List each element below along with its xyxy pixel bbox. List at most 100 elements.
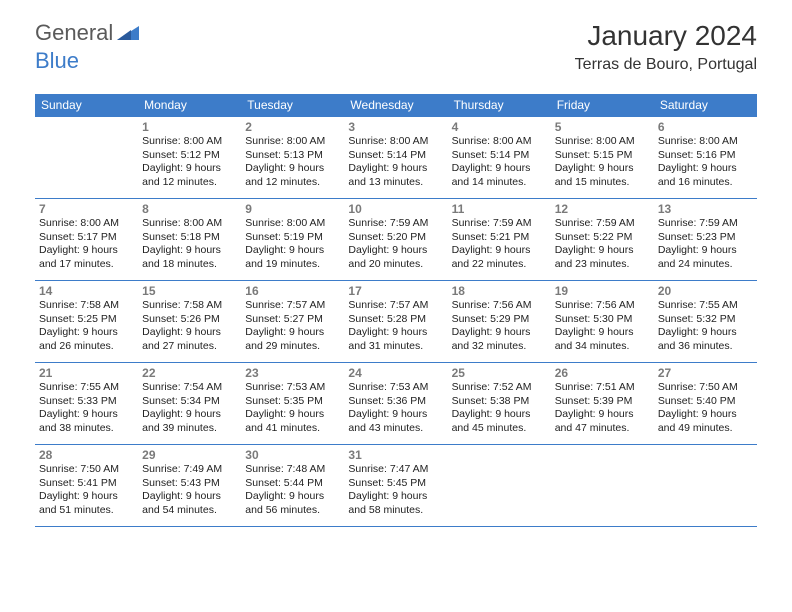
- location-subtitle: Terras de Bouro, Portugal: [575, 56, 757, 74]
- daylight-text-2: and 56 minutes.: [245, 504, 340, 518]
- sunrise-text: Sunrise: 7:47 AM: [348, 463, 443, 477]
- daylight-text-2: and 32 minutes.: [452, 340, 547, 354]
- sunrise-text: Sunrise: 7:57 AM: [245, 299, 340, 313]
- day-number: 12: [555, 202, 650, 216]
- day-info: Sunrise: 7:53 AMSunset: 5:35 PMDaylight:…: [245, 381, 340, 436]
- calendar-day-cell: 17Sunrise: 7:57 AMSunset: 5:28 PMDayligh…: [344, 281, 447, 363]
- sunrise-text: Sunrise: 7:50 AM: [658, 381, 753, 395]
- calendar-week-row: 14Sunrise: 7:58 AMSunset: 5:25 PMDayligh…: [35, 281, 757, 363]
- sunset-text: Sunset: 5:43 PM: [142, 477, 237, 491]
- daylight-text-1: Daylight: 9 hours: [245, 326, 340, 340]
- sunrise-text: Sunrise: 7:58 AM: [39, 299, 134, 313]
- sunset-text: Sunset: 5:29 PM: [452, 313, 547, 327]
- day-info: Sunrise: 7:55 AMSunset: 5:33 PMDaylight:…: [39, 381, 134, 436]
- sunset-text: Sunset: 5:20 PM: [348, 231, 443, 245]
- daylight-text-1: Daylight: 9 hours: [658, 244, 753, 258]
- daylight-text-2: and 26 minutes.: [39, 340, 134, 354]
- daylight-text-1: Daylight: 9 hours: [142, 244, 237, 258]
- daylight-text-1: Daylight: 9 hours: [39, 490, 134, 504]
- daylight-text-2: and 29 minutes.: [245, 340, 340, 354]
- day-info: Sunrise: 7:59 AMSunset: 5:23 PMDaylight:…: [658, 217, 753, 272]
- daylight-text-2: and 41 minutes.: [245, 422, 340, 436]
- calendar-day-cell: 16Sunrise: 7:57 AMSunset: 5:27 PMDayligh…: [241, 281, 344, 363]
- weekday-header: Tuesday: [241, 94, 344, 117]
- daylight-text-2: and 22 minutes.: [452, 258, 547, 272]
- day-info: Sunrise: 8:00 AMSunset: 5:16 PMDaylight:…: [658, 135, 753, 190]
- sunrise-text: Sunrise: 8:00 AM: [452, 135, 547, 149]
- weekday-header: Wednesday: [344, 94, 447, 117]
- daylight-text-2: and 13 minutes.: [348, 176, 443, 190]
- day-number: 9: [245, 202, 340, 216]
- calendar-day-cell: 26Sunrise: 7:51 AMSunset: 5:39 PMDayligh…: [551, 363, 654, 445]
- calendar-day-cell: 21Sunrise: 7:55 AMSunset: 5:33 PMDayligh…: [35, 363, 138, 445]
- sunset-text: Sunset: 5:19 PM: [245, 231, 340, 245]
- sunrise-text: Sunrise: 8:00 AM: [555, 135, 650, 149]
- calendar-week-row: 1Sunrise: 8:00 AMSunset: 5:12 PMDaylight…: [35, 117, 757, 199]
- weekday-header: Sunday: [35, 94, 138, 117]
- daylight-text-2: and 36 minutes.: [658, 340, 753, 354]
- weekday-header: Monday: [138, 94, 241, 117]
- daylight-text-1: Daylight: 9 hours: [142, 408, 237, 422]
- sunset-text: Sunset: 5:14 PM: [348, 149, 443, 163]
- day-info: Sunrise: 7:50 AMSunset: 5:41 PMDaylight:…: [39, 463, 134, 518]
- weekday-header: Saturday: [654, 94, 757, 117]
- calendar-day-cell: 11Sunrise: 7:59 AMSunset: 5:21 PMDayligh…: [448, 199, 551, 281]
- calendar-day-cell: 27Sunrise: 7:50 AMSunset: 5:40 PMDayligh…: [654, 363, 757, 445]
- calendar-day-cell: 15Sunrise: 7:58 AMSunset: 5:26 PMDayligh…: [138, 281, 241, 363]
- calendar-body: 1Sunrise: 8:00 AMSunset: 5:12 PMDaylight…: [35, 117, 757, 527]
- sunrise-text: Sunrise: 7:55 AM: [658, 299, 753, 313]
- sunset-text: Sunset: 5:44 PM: [245, 477, 340, 491]
- logo-text-blue: Blue: [35, 48, 79, 73]
- calendar-day-cell: 22Sunrise: 7:54 AMSunset: 5:34 PMDayligh…: [138, 363, 241, 445]
- day-info: Sunrise: 7:59 AMSunset: 5:21 PMDaylight:…: [452, 217, 547, 272]
- calendar-day-cell: 4Sunrise: 8:00 AMSunset: 5:14 PMDaylight…: [448, 117, 551, 199]
- logo-triangle-icon: [117, 22, 139, 45]
- sunset-text: Sunset: 5:40 PM: [658, 395, 753, 409]
- daylight-text-1: Daylight: 9 hours: [142, 162, 237, 176]
- calendar-empty-cell: [35, 117, 138, 199]
- sunset-text: Sunset: 5:39 PM: [555, 395, 650, 409]
- calendar-day-cell: 25Sunrise: 7:52 AMSunset: 5:38 PMDayligh…: [448, 363, 551, 445]
- day-info: Sunrise: 7:58 AMSunset: 5:25 PMDaylight:…: [39, 299, 134, 354]
- daylight-text-2: and 27 minutes.: [142, 340, 237, 354]
- daylight-text-1: Daylight: 9 hours: [142, 326, 237, 340]
- day-info: Sunrise: 7:51 AMSunset: 5:39 PMDaylight:…: [555, 381, 650, 436]
- daylight-text-2: and 49 minutes.: [658, 422, 753, 436]
- sunrise-text: Sunrise: 7:59 AM: [555, 217, 650, 231]
- sunset-text: Sunset: 5:12 PM: [142, 149, 237, 163]
- sunrise-text: Sunrise: 8:00 AM: [245, 135, 340, 149]
- sunset-text: Sunset: 5:27 PM: [245, 313, 340, 327]
- day-info: Sunrise: 7:48 AMSunset: 5:44 PMDaylight:…: [245, 463, 340, 518]
- daylight-text-2: and 19 minutes.: [245, 258, 340, 272]
- daylight-text-2: and 23 minutes.: [555, 258, 650, 272]
- sunset-text: Sunset: 5:38 PM: [452, 395, 547, 409]
- day-number: 21: [39, 366, 134, 380]
- day-info: Sunrise: 7:47 AMSunset: 5:45 PMDaylight:…: [348, 463, 443, 518]
- day-info: Sunrise: 7:54 AMSunset: 5:34 PMDaylight:…: [142, 381, 237, 436]
- calendar-day-cell: 20Sunrise: 7:55 AMSunset: 5:32 PMDayligh…: [654, 281, 757, 363]
- sunrise-text: Sunrise: 8:00 AM: [658, 135, 753, 149]
- logo: General: [35, 20, 141, 46]
- day-info: Sunrise: 8:00 AMSunset: 5:14 PMDaylight:…: [348, 135, 443, 190]
- daylight-text-1: Daylight: 9 hours: [245, 162, 340, 176]
- day-number: 20: [658, 284, 753, 298]
- sunset-text: Sunset: 5:26 PM: [142, 313, 237, 327]
- day-number: 27: [658, 366, 753, 380]
- day-info: Sunrise: 8:00 AMSunset: 5:17 PMDaylight:…: [39, 217, 134, 272]
- sunset-text: Sunset: 5:45 PM: [348, 477, 443, 491]
- daylight-text-1: Daylight: 9 hours: [658, 408, 753, 422]
- day-info: Sunrise: 7:55 AMSunset: 5:32 PMDaylight:…: [658, 299, 753, 354]
- day-number: 18: [452, 284, 547, 298]
- day-number: 28: [39, 448, 134, 462]
- day-number: 1: [142, 120, 237, 134]
- daylight-text-1: Daylight: 9 hours: [142, 490, 237, 504]
- sunset-text: Sunset: 5:32 PM: [658, 313, 753, 327]
- calendar-day-cell: 10Sunrise: 7:59 AMSunset: 5:20 PMDayligh…: [344, 199, 447, 281]
- daylight-text-2: and 15 minutes.: [555, 176, 650, 190]
- calendar-day-cell: 14Sunrise: 7:58 AMSunset: 5:25 PMDayligh…: [35, 281, 138, 363]
- calendar-week-row: 21Sunrise: 7:55 AMSunset: 5:33 PMDayligh…: [35, 363, 757, 445]
- day-number: 23: [245, 366, 340, 380]
- sunset-text: Sunset: 5:22 PM: [555, 231, 650, 245]
- sunset-text: Sunset: 5:35 PM: [245, 395, 340, 409]
- calendar-day-cell: 2Sunrise: 8:00 AMSunset: 5:13 PMDaylight…: [241, 117, 344, 199]
